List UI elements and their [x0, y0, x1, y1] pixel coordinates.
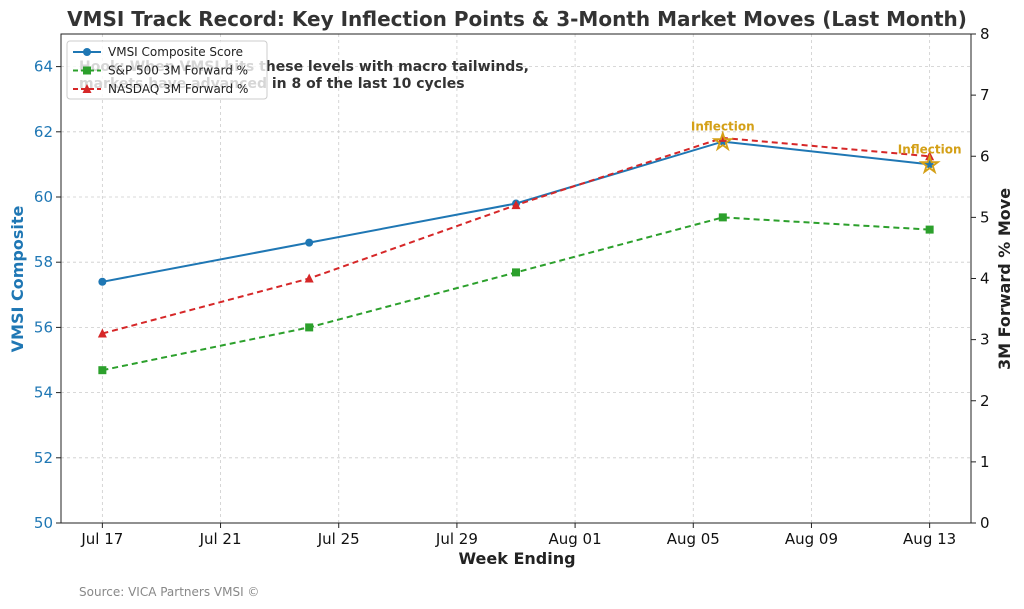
chart-title: VMSI Track Record: Key Inflection Points… — [67, 7, 967, 31]
x-tick-label: Aug 09 — [785, 530, 838, 548]
series-line — [102, 136, 930, 335]
inflection-label: Inflection — [898, 142, 962, 156]
data-point — [305, 323, 314, 332]
right-axis-ticks: 0 1 2 3 4 5 6 7 8 — [971, 25, 990, 532]
series-nasdaq-3m-forward — [97, 132, 935, 338]
y-left-tick-label: 52 — [34, 449, 53, 467]
y-right-tick-label: 2 — [980, 392, 990, 410]
y-left-tick-label: 62 — [34, 123, 53, 141]
data-point — [304, 273, 314, 283]
series-s-p-500-3m-forward — [98, 213, 934, 375]
y-left-tick-label: 64 — [34, 58, 53, 76]
y-right-tick-label: 3 — [980, 331, 990, 349]
left-axis-label: VMSI Composite — [8, 206, 27, 353]
data-point — [718, 132, 728, 142]
y-left-tick-label: 56 — [34, 318, 53, 336]
x-tick-label: Aug 13 — [903, 530, 956, 548]
y-left-tick-label: 54 — [34, 384, 53, 402]
grid — [61, 34, 971, 524]
x-tick-label: Jul 17 — [80, 530, 123, 548]
y-left-tick-label: 58 — [34, 253, 53, 271]
legend-swatch-marker — [83, 66, 91, 75]
x-tick-label: Aug 05 — [667, 530, 720, 548]
legend-swatch-marker — [82, 84, 92, 93]
series-vmsi-composite-score — [98, 137, 934, 286]
y-left-tick-label: 50 — [34, 514, 53, 532]
inflection-star: ☆ — [712, 128, 734, 156]
y-right-tick-label: 7 — [980, 86, 990, 104]
legend-label: VMSI Composite Score — [108, 45, 243, 59]
legend-box — [66, 40, 268, 100]
annotation-layer: ☆Inflection☆Inflection — [691, 120, 962, 179]
y-right-tick-label: 6 — [980, 147, 990, 165]
legend-item: NASDAQ 3M Forward % — [73, 82, 248, 96]
data-point — [925, 160, 934, 169]
source-note: Source: VICA Partners VMSI © — [79, 585, 259, 599]
y-left-tick-label: 60 — [34, 188, 53, 206]
legend-swatch-marker — [83, 48, 91, 56]
data-point — [98, 277, 107, 286]
x-axis-ticks: Jul 17 Jul 21 Jul 25 Jul 29 Aug 01 Aug 05 Aug … — [80, 523, 956, 548]
series-layer — [97, 132, 935, 375]
data-point — [97, 328, 107, 338]
data-point — [925, 151, 935, 161]
legend-label: S&P 500 3M Forward % — [108, 64, 248, 78]
series-line — [102, 140, 930, 283]
plot-area — [60, 33, 972, 524]
data-point — [512, 268, 520, 277]
legend-item: VMSI Composite Score — [73, 45, 243, 59]
legend-item: S&P 500 3M Forward % — [73, 64, 248, 78]
x-tick-label: Aug 01 — [549, 530, 602, 548]
data-point — [511, 200, 521, 210]
right-axis-label: 3M Forward % Move — [995, 188, 1014, 370]
y-right-tick-label: 0 — [980, 514, 990, 532]
data-point — [925, 225, 934, 234]
y-right-tick-label: 4 — [980, 270, 990, 288]
data-point — [718, 213, 727, 222]
x-axis-label: Week Ending — [458, 549, 575, 568]
inflection-star: ☆ — [919, 150, 941, 178]
inflection-label: Inflection — [691, 120, 755, 134]
y-right-tick-label: 5 — [980, 208, 990, 226]
x-tick-label: Jul 25 — [317, 530, 360, 548]
y-right-tick-label: 8 — [980, 25, 990, 43]
legend-label: NASDAQ 3M Forward % — [108, 82, 248, 96]
data-point — [305, 238, 314, 247]
y-right-tick-label: 1 — [980, 453, 990, 471]
x-tick-label: Jul 21 — [199, 530, 242, 548]
series-line — [102, 216, 930, 372]
x-tick-label: Jul 29 — [435, 530, 478, 548]
data-point — [98, 366, 107, 375]
legend: VMSI Composite Score S&P 500 3M Forward %… — [66, 40, 268, 100]
left-axis-ticks: 50 52 54 56 58 60 62 64 — [34, 58, 61, 532]
